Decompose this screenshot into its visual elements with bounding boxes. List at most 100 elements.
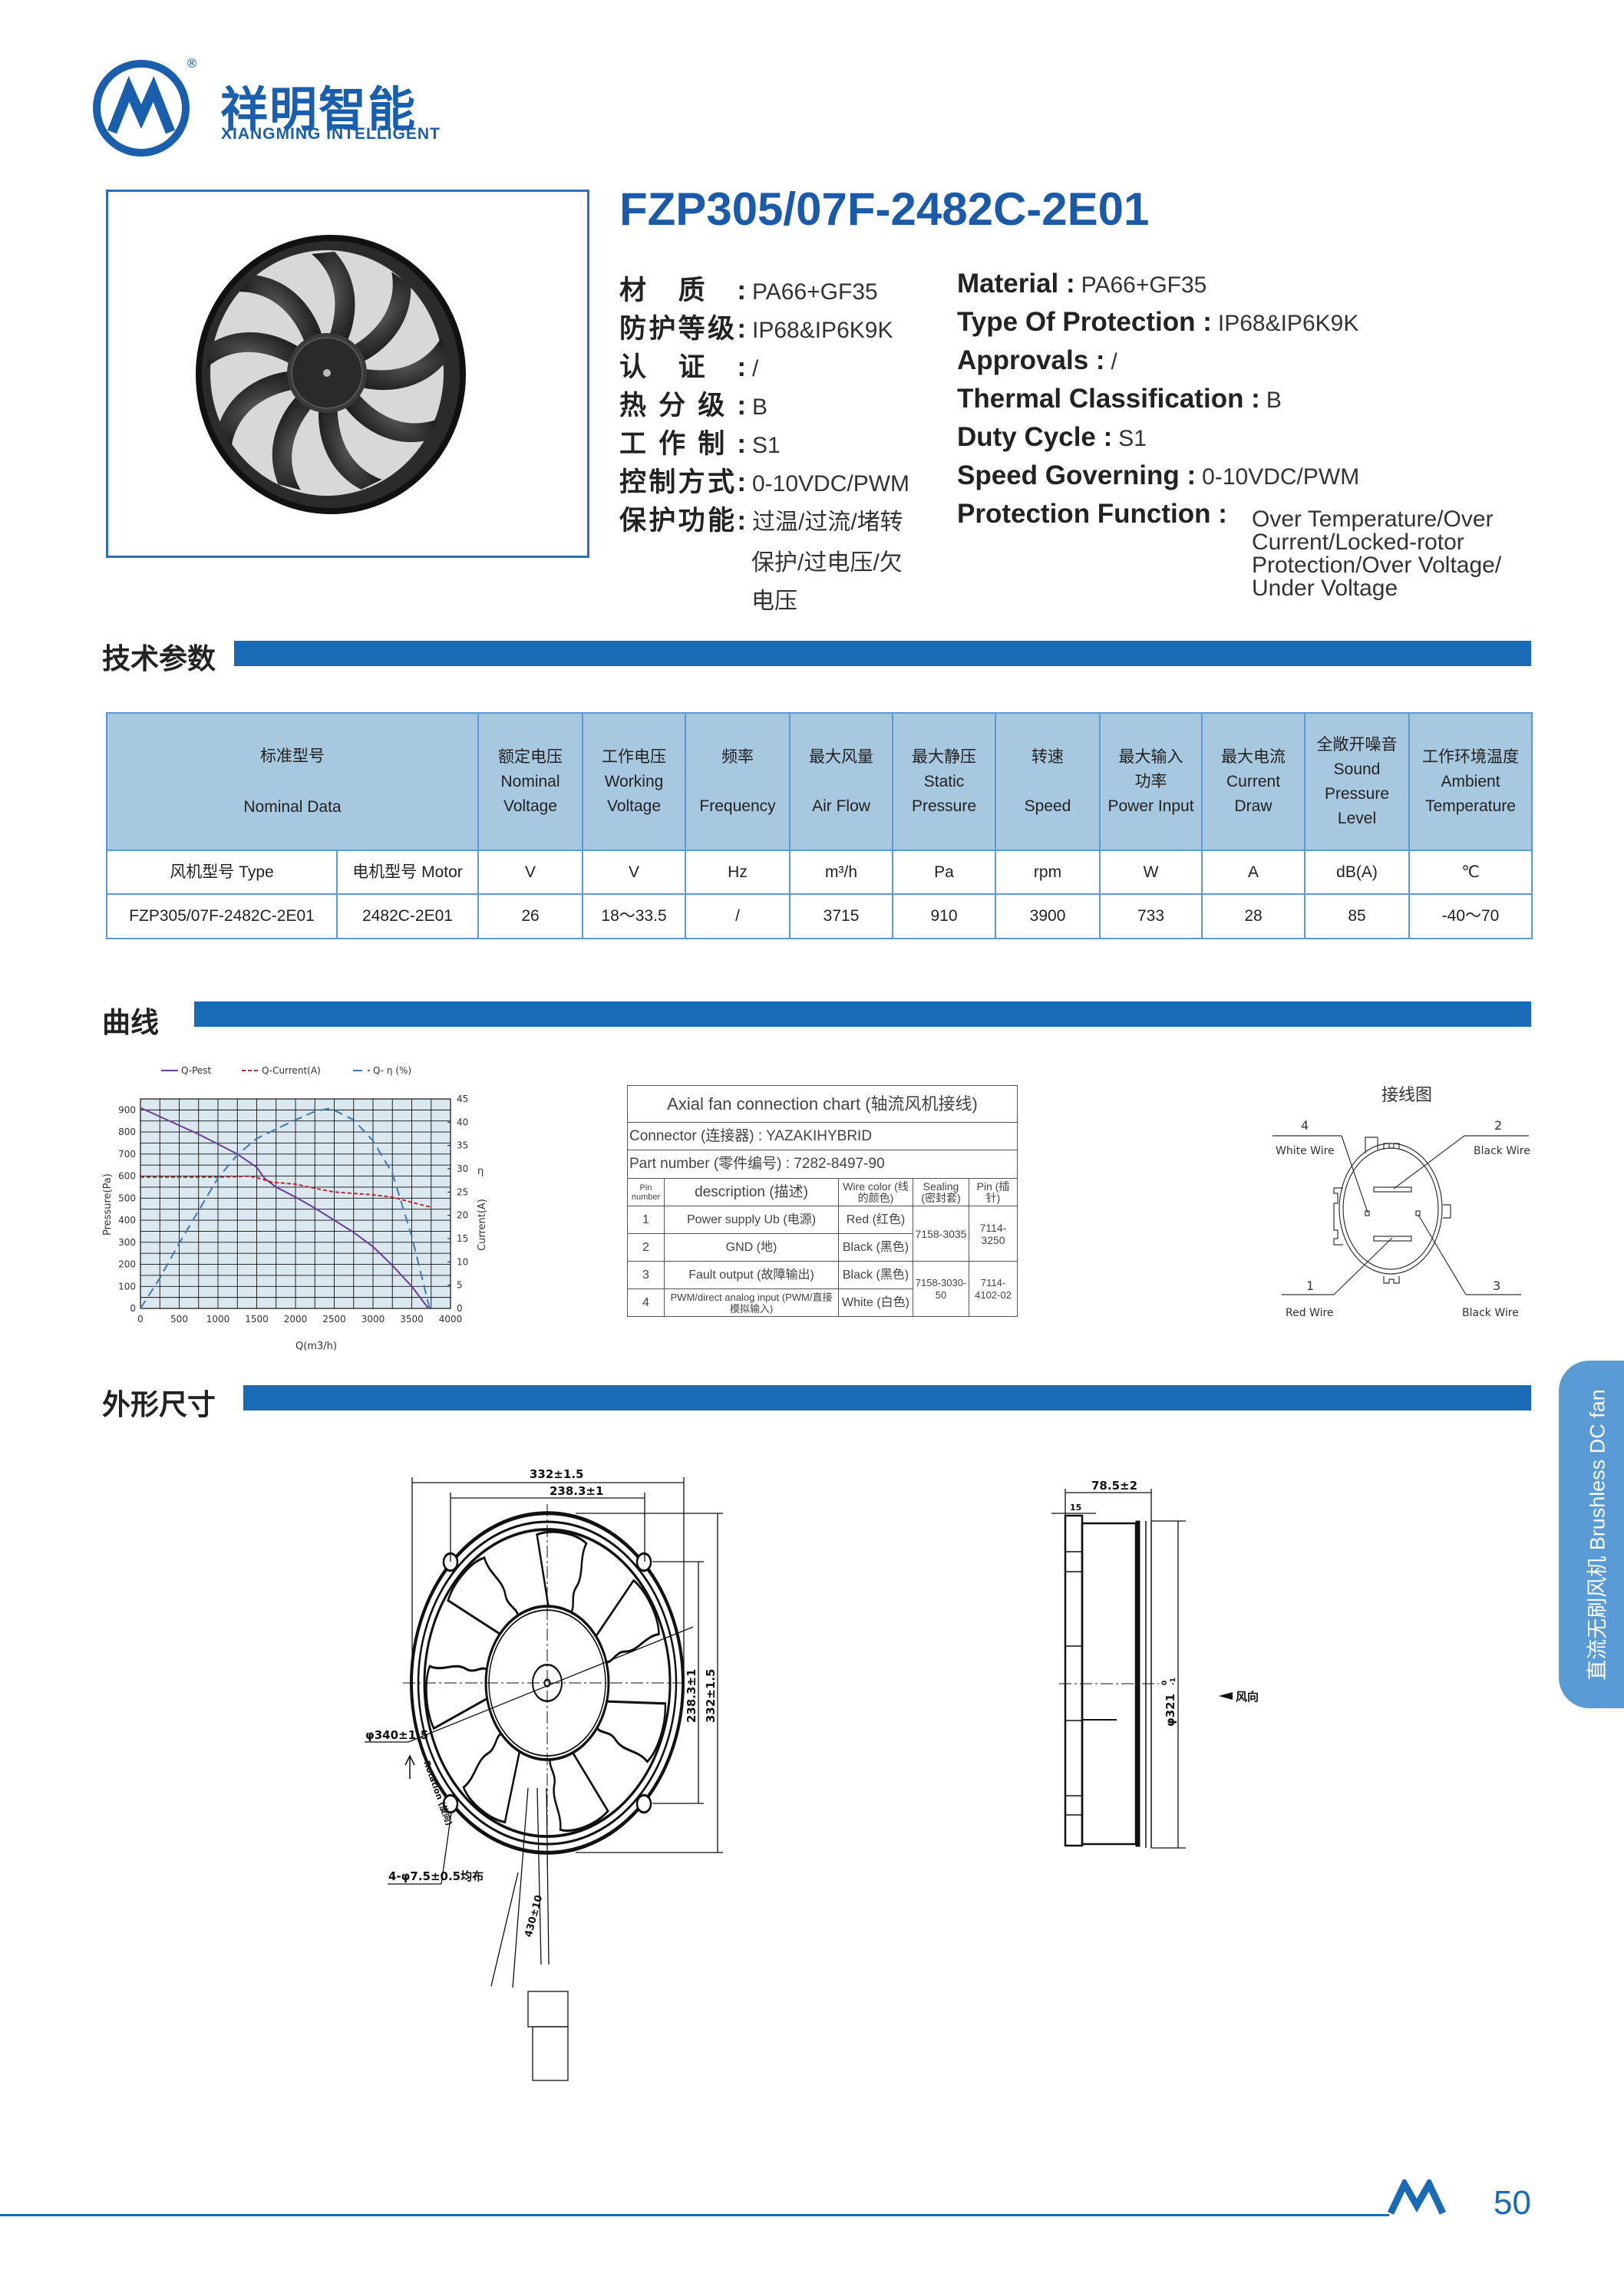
header-sound-pressure: 全敞开噪音 Sound Pressure Level xyxy=(1304,712,1411,851)
spec-en-material: Material : PA66+GF35 xyxy=(957,269,1207,299)
table-row: 4 PWM/direct analog input (PWM/直接模拟输入) W… xyxy=(627,1288,1018,1317)
wire-color-cell: Black (黑色) xyxy=(838,1233,913,1262)
value-cell: FZP305/07F-2482C-2E01 xyxy=(106,893,338,939)
pin-cell: 3 xyxy=(627,1261,665,1289)
x-axis-label: Q(m3/h) xyxy=(295,1341,337,1352)
value-cell: / xyxy=(685,893,791,939)
y2-tick-label: 5 xyxy=(457,1280,463,1291)
wiring-title: 接线图 xyxy=(1381,1086,1432,1105)
y-tick-label: 100 xyxy=(118,1281,136,1292)
description-cell: Power supply Ub (电源) xyxy=(664,1206,839,1234)
spec-cn-protection: 防护等级: IP68&IP6K9K xyxy=(619,314,893,344)
header-static-pressure: 最大静压 Static Pressure xyxy=(892,712,997,851)
rotation-label: Rotation (旋向) xyxy=(421,1759,455,1826)
y-tick-label: 200 xyxy=(118,1259,136,1270)
header-nominal-data: 标准型号 Nominal Data xyxy=(105,712,480,851)
y2-tick-label: 40 xyxy=(457,1117,468,1127)
unit-cell: ℃ xyxy=(1408,850,1533,895)
wiring-diagram: 接线图 4 White Wire 2 Black Wire 1 Red Wire 3 B… xyxy=(1272,1086,1530,1319)
x-tick-label: 3000 xyxy=(361,1314,385,1325)
fan-blade xyxy=(425,1665,489,1731)
legend-label: Q- η (%) xyxy=(373,1065,411,1076)
x-tick-label: 2500 xyxy=(322,1314,346,1325)
dim-width-holes: 238.3±1 xyxy=(550,1484,603,1498)
section-bar xyxy=(243,1385,1531,1411)
y-tick-label: 0 xyxy=(130,1303,136,1314)
y2-axis-label: Current(A) xyxy=(477,1199,488,1251)
y2-tick-label: 25 xyxy=(457,1186,468,1197)
description-cell: GND (地) xyxy=(664,1233,839,1262)
x-tick-label: 500 xyxy=(170,1314,188,1325)
wire-label: Black Wire xyxy=(1462,1307,1519,1319)
table-header-row: 标准型号 Nominal Data 额定电压 Nominal Voltage 工作电压… xyxy=(105,712,1533,851)
dim-height-holes: 238.3±1 xyxy=(685,1669,698,1723)
product-photo xyxy=(106,190,589,558)
pin-part-cell: 7114-3250 xyxy=(968,1206,1018,1262)
unit-cell: Pa xyxy=(892,850,997,895)
fan-blade xyxy=(462,1732,521,1824)
spec-cn-thermal: 热分级: B xyxy=(619,391,768,421)
pin-cell: 2 xyxy=(627,1233,665,1262)
connection-chart-table: Axial fan connection chart (轴流风机接线) Conn… xyxy=(626,1085,1018,1317)
legend-label: Q-Current(A) xyxy=(262,1065,321,1076)
unit-cell: A xyxy=(1201,850,1306,895)
fan-blade xyxy=(596,1700,667,1764)
value-cell: 26 xyxy=(477,893,584,939)
footer-divider xyxy=(0,2214,1389,2216)
table-row: 1 Power supply Ub (电源) Red (红色) 7158-303… xyxy=(627,1206,1018,1262)
y2-tick-label: 15 xyxy=(457,1233,468,1244)
sealing-cell: 7158-3030-50 xyxy=(913,1261,969,1317)
footer-logo-icon xyxy=(1388,2179,1447,2215)
spec-en-protection-function: Protection Function : xyxy=(957,499,1227,529)
header-sealing: Sealing (密封套) xyxy=(913,1178,969,1206)
connection-header-row: Pin number description (描述) Wire color (… xyxy=(627,1178,1018,1206)
value-cell: 2482C-2E01 xyxy=(335,893,480,939)
header-pin-number: Pin number xyxy=(627,1178,665,1206)
brand-logo: ® xyxy=(93,57,198,157)
wire-color-cell: Black (黑色) xyxy=(838,1261,913,1289)
airflow-direction-label: 风向 xyxy=(1236,1690,1259,1704)
y2-tick-label: 0 xyxy=(457,1303,463,1314)
fan-blade xyxy=(447,1556,520,1636)
value-cell: -40～70 xyxy=(1408,893,1533,939)
y2-tick-label: 45 xyxy=(457,1094,468,1104)
header-wire-color: Wire color (线的颜色) xyxy=(838,1178,913,1206)
performance-chart: 0 500 1000 1500 2000 2500 3000 3500 400001002003… xyxy=(102,1065,488,1352)
header-current-draw: 最大电流 Current Draw xyxy=(1201,712,1306,851)
connection-chart-title: Axial fan connection chart (轴流风机接线) xyxy=(626,1085,1018,1123)
pin-cell: 4 xyxy=(627,1288,665,1317)
legend-label: Q-Pest xyxy=(181,1065,212,1076)
unit-cell: V xyxy=(582,850,687,895)
table-row: 3 Fault output (故障输出) Black (黑色) 7158-30… xyxy=(627,1261,1018,1317)
unit-cell: W xyxy=(1099,850,1203,895)
header-air-flow: 最大风量 Air Flow xyxy=(789,712,894,851)
value-cell: 910 xyxy=(892,893,997,939)
spec-en-protection-value: Over Temperature/Over Current/Locked-roto… xyxy=(1252,506,1502,601)
section-title-tech: 技术参数 xyxy=(102,643,216,675)
header-description: description (描述) xyxy=(664,1178,839,1206)
dim-shroud-diameter: φ321 xyxy=(1164,1694,1177,1727)
page-number: 50 xyxy=(1494,2184,1531,2222)
x-tick-label: 3500 xyxy=(400,1314,424,1325)
dim-height-outer: 332±1.5 xyxy=(704,1669,718,1723)
header-power-input: 最大输入 功率 Power Input xyxy=(1099,712,1203,851)
x-tick-label: 1000 xyxy=(206,1314,230,1325)
fan-side-view-icon xyxy=(1051,1489,1233,1849)
header-nominal-voltage: 额定电压 Nominal Voltage xyxy=(477,712,584,851)
fan-blade xyxy=(594,1579,660,1664)
header-ambient-temperature: 工作环境温度 Ambient Temperature xyxy=(1408,712,1533,851)
unit-cell: Hz xyxy=(685,850,791,895)
fan-front-view-icon xyxy=(365,1477,723,2081)
unit-cell: rpm xyxy=(995,850,1101,895)
wire-color-cell: Red (红色) xyxy=(838,1206,913,1234)
y-tick-label: 900 xyxy=(118,1104,136,1115)
dim-flange: 15 xyxy=(1070,1503,1081,1513)
y-tick-label: 400 xyxy=(118,1215,136,1226)
spec-cn-protection-line3: 电压 xyxy=(751,589,797,614)
dim-cable-length: 430±10 xyxy=(523,1894,545,1938)
value-cell: 18～33.5 xyxy=(582,893,687,939)
pin-part-cell: 7114-4102-02 xyxy=(968,1261,1018,1317)
spec-table: 标准型号 Nominal Data 额定电压 Nominal Voltage 工作电压… xyxy=(105,712,1533,939)
spec-cn-protection-function: 保护功能: 过温/过流/堵转 xyxy=(619,506,903,536)
